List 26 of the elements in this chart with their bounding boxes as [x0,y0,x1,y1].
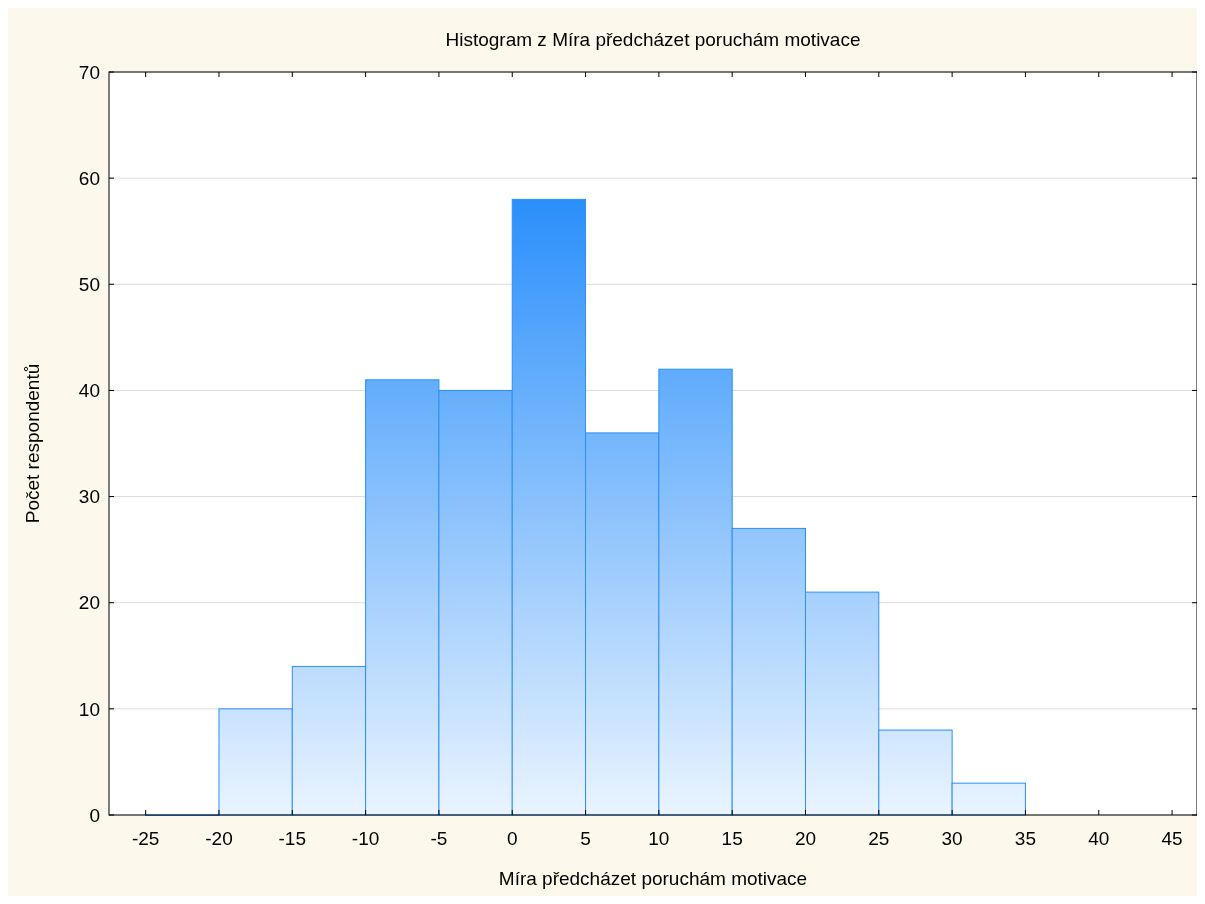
y-tick-label: 70 [78,61,100,83]
x-tick-label: 25 [868,828,890,849]
y-tick-label: 30 [78,486,100,508]
x-tick-label: 10 [648,828,670,849]
y-tick-label: 40 [78,380,100,402]
chart-title: Histogram z Míra předcházet poruchám motivace [445,29,861,50]
x-tick-label: -10 [351,828,380,849]
x-tick-label: -20 [205,828,233,849]
x-tick-label: 0 [506,828,518,849]
y-axis-title: Počet respondentů [22,363,43,524]
x-tick-label: 30 [941,828,963,849]
y-tick-label: 10 [78,698,100,720]
x-tick-label: 40 [1088,828,1110,849]
x-tick-label: -25 [131,828,160,849]
y-tick-label: 50 [78,273,100,295]
x-axis-title: Míra předcházet poruchám motivace [498,868,808,889]
y-tick-label: 0 [89,804,100,826]
x-tick-label: 15 [721,828,743,849]
y-tick-label: 20 [78,592,100,614]
x-tick-label: -5 [430,828,448,849]
x-tick-label: 45 [1161,828,1183,849]
x-tick-label: -15 [278,828,307,849]
x-tick-label: 20 [794,828,817,849]
x-tick-label: 35 [1014,828,1037,849]
y-tick-label: 60 [78,167,100,189]
x-tick-label: 5 [580,828,591,849]
